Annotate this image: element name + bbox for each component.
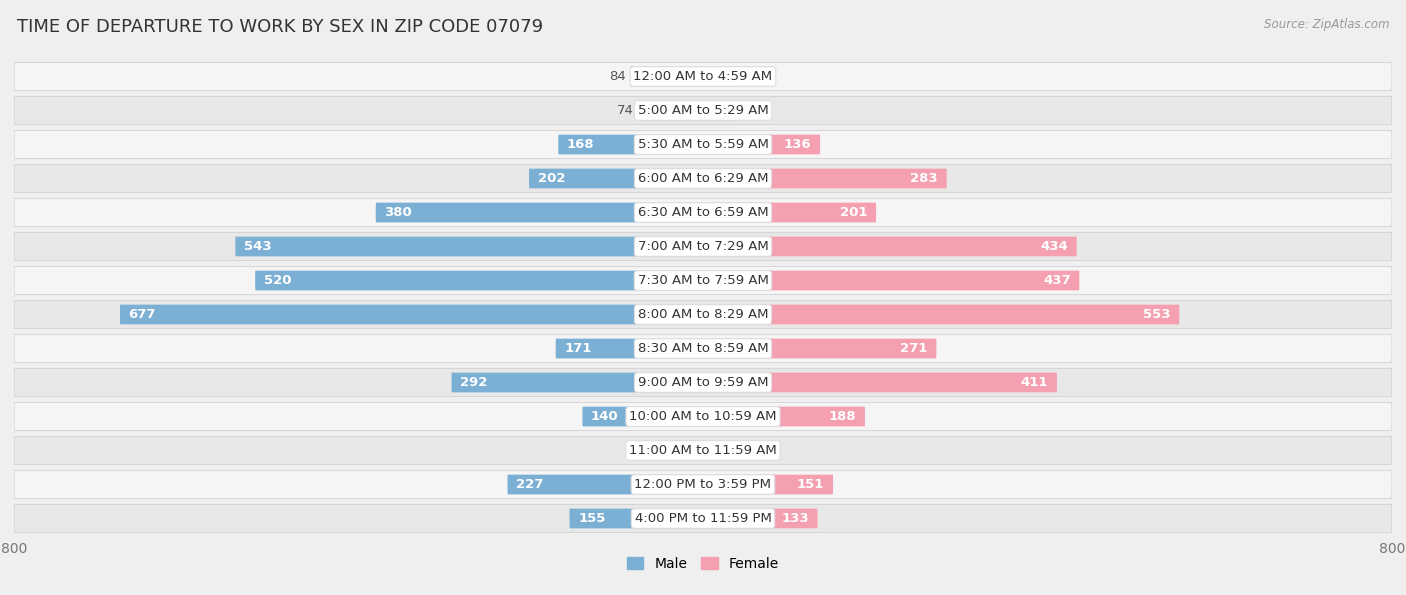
FancyBboxPatch shape: [14, 471, 1392, 499]
Text: 12:00 AM to 4:59 AM: 12:00 AM to 4:59 AM: [634, 70, 772, 83]
FancyBboxPatch shape: [451, 372, 703, 392]
Text: 520: 520: [264, 274, 291, 287]
FancyBboxPatch shape: [703, 168, 946, 189]
FancyBboxPatch shape: [508, 475, 703, 494]
FancyBboxPatch shape: [703, 475, 832, 494]
Text: 437: 437: [1043, 274, 1071, 287]
Text: 292: 292: [460, 376, 488, 389]
Text: 38: 38: [741, 70, 758, 83]
FancyBboxPatch shape: [14, 334, 1392, 362]
Text: 6:30 AM to 6:59 AM: 6:30 AM to 6:59 AM: [638, 206, 768, 219]
FancyBboxPatch shape: [675, 441, 703, 461]
FancyBboxPatch shape: [14, 96, 1392, 124]
FancyBboxPatch shape: [703, 441, 727, 461]
FancyBboxPatch shape: [703, 372, 1057, 392]
FancyBboxPatch shape: [14, 199, 1392, 227]
FancyBboxPatch shape: [235, 237, 703, 256]
FancyBboxPatch shape: [14, 437, 1392, 465]
FancyBboxPatch shape: [375, 203, 703, 223]
Text: 6:00 AM to 6:29 AM: 6:00 AM to 6:29 AM: [638, 172, 768, 185]
FancyBboxPatch shape: [640, 101, 703, 120]
Text: 136: 136: [785, 138, 811, 151]
Text: 151: 151: [797, 478, 824, 491]
Text: TIME OF DEPARTURE TO WORK BY SEX IN ZIP CODE 07079: TIME OF DEPARTURE TO WORK BY SEX IN ZIP …: [17, 18, 543, 36]
FancyBboxPatch shape: [703, 305, 1180, 324]
Text: 5:30 AM to 5:59 AM: 5:30 AM to 5:59 AM: [637, 138, 769, 151]
FancyBboxPatch shape: [703, 203, 876, 223]
Text: 11:00 AM to 11:59 AM: 11:00 AM to 11:59 AM: [628, 444, 778, 457]
FancyBboxPatch shape: [14, 368, 1392, 396]
FancyBboxPatch shape: [14, 233, 1392, 261]
Text: 12:00 PM to 3:59 PM: 12:00 PM to 3:59 PM: [634, 478, 772, 491]
Text: 553: 553: [1143, 308, 1171, 321]
Text: 4:00 PM to 11:59 PM: 4:00 PM to 11:59 PM: [634, 512, 772, 525]
Text: 202: 202: [537, 172, 565, 185]
FancyBboxPatch shape: [555, 339, 703, 358]
FancyBboxPatch shape: [703, 237, 1077, 256]
Text: 677: 677: [128, 308, 156, 321]
FancyBboxPatch shape: [14, 165, 1392, 192]
FancyBboxPatch shape: [703, 101, 738, 120]
Text: 380: 380: [384, 206, 412, 219]
Text: 8:00 AM to 8:29 AM: 8:00 AM to 8:29 AM: [638, 308, 768, 321]
Text: 7:00 AM to 7:29 AM: 7:00 AM to 7:29 AM: [638, 240, 768, 253]
Text: Source: ZipAtlas.com: Source: ZipAtlas.com: [1264, 18, 1389, 31]
FancyBboxPatch shape: [529, 168, 703, 189]
FancyBboxPatch shape: [14, 505, 1392, 533]
Text: 543: 543: [245, 240, 271, 253]
Text: 28: 28: [733, 444, 749, 457]
Text: 10:00 AM to 10:59 AM: 10:00 AM to 10:59 AM: [630, 410, 776, 423]
Text: 434: 434: [1040, 240, 1069, 253]
FancyBboxPatch shape: [14, 62, 1392, 90]
Text: 271: 271: [900, 342, 928, 355]
Legend: Male, Female: Male, Female: [621, 551, 785, 576]
FancyBboxPatch shape: [14, 300, 1392, 328]
FancyBboxPatch shape: [569, 509, 703, 528]
Text: 201: 201: [839, 206, 868, 219]
Text: 40: 40: [742, 104, 759, 117]
Text: 9:00 AM to 9:59 AM: 9:00 AM to 9:59 AM: [638, 376, 768, 389]
FancyBboxPatch shape: [558, 134, 703, 154]
FancyBboxPatch shape: [703, 67, 735, 86]
Text: 283: 283: [911, 172, 938, 185]
Text: 188: 188: [828, 410, 856, 423]
FancyBboxPatch shape: [703, 406, 865, 427]
Text: 140: 140: [591, 410, 619, 423]
Text: 155: 155: [578, 512, 606, 525]
FancyBboxPatch shape: [631, 67, 703, 86]
Text: 74: 74: [617, 104, 634, 117]
FancyBboxPatch shape: [703, 271, 1080, 290]
Text: 5:00 AM to 5:29 AM: 5:00 AM to 5:29 AM: [638, 104, 768, 117]
Text: 411: 411: [1021, 376, 1049, 389]
FancyBboxPatch shape: [14, 130, 1392, 158]
FancyBboxPatch shape: [14, 267, 1392, 295]
FancyBboxPatch shape: [254, 271, 703, 290]
Text: 32: 32: [654, 444, 671, 457]
FancyBboxPatch shape: [703, 509, 817, 528]
Text: 227: 227: [516, 478, 544, 491]
Text: 168: 168: [567, 138, 595, 151]
FancyBboxPatch shape: [582, 406, 703, 427]
Text: 84: 84: [609, 70, 626, 83]
FancyBboxPatch shape: [703, 134, 820, 154]
FancyBboxPatch shape: [120, 305, 703, 324]
Text: 7:30 AM to 7:59 AM: 7:30 AM to 7:59 AM: [637, 274, 769, 287]
FancyBboxPatch shape: [14, 403, 1392, 430]
Text: 171: 171: [564, 342, 592, 355]
FancyBboxPatch shape: [703, 339, 936, 358]
Text: 133: 133: [782, 512, 808, 525]
Text: 8:30 AM to 8:59 AM: 8:30 AM to 8:59 AM: [638, 342, 768, 355]
